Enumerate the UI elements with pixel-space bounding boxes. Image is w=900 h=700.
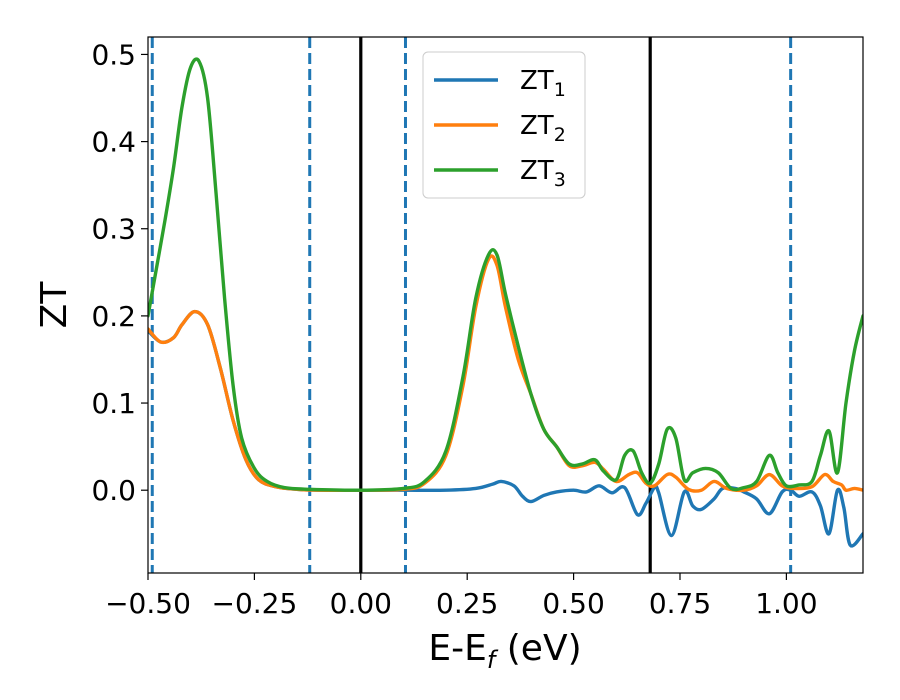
x-tick-label: 0.75 xyxy=(649,587,711,620)
x-tick-label: −0.50 xyxy=(105,587,191,620)
plot-frame xyxy=(147,36,864,574)
x-tick-label: −0.25 xyxy=(211,587,297,620)
legend-label-zt2: ZT2 xyxy=(520,111,566,146)
y-tick-label: 0.5 xyxy=(91,38,136,71)
vertical-reference-lines xyxy=(150,37,793,573)
series-line-zt3 xyxy=(148,57,863,492)
x-axis-label: E-Ef (eV) xyxy=(428,628,581,674)
legend-label-zt1: ZT1 xyxy=(520,66,566,101)
series-lines xyxy=(148,57,863,548)
y-tick-label: 0.4 xyxy=(91,126,136,159)
x-tick-label: 1.00 xyxy=(755,587,817,620)
y-tick-label: 0.3 xyxy=(91,213,136,246)
legend: ZT1 ZT2 ZT3 xyxy=(422,51,586,199)
y-tick-label: 0.1 xyxy=(91,387,136,420)
x-axis-ticks: −0.50 −0.25 0.00 0.25 0.50 0.75 1.00 xyxy=(105,573,818,620)
y-axis-label: ZT xyxy=(34,281,75,329)
y-tick-label: 0.2 xyxy=(91,300,136,333)
y-axis-ticks: 0.0 0.1 0.2 0.3 0.4 0.5 xyxy=(91,38,148,507)
x-tick-label: 0.25 xyxy=(436,587,498,620)
y-tick-label: 0.0 xyxy=(91,474,136,507)
x-tick-label: 0.50 xyxy=(542,587,604,620)
x-tick-label: 0.00 xyxy=(330,587,392,620)
legend-box xyxy=(422,51,586,199)
legend-label-zt3: ZT3 xyxy=(520,156,566,191)
